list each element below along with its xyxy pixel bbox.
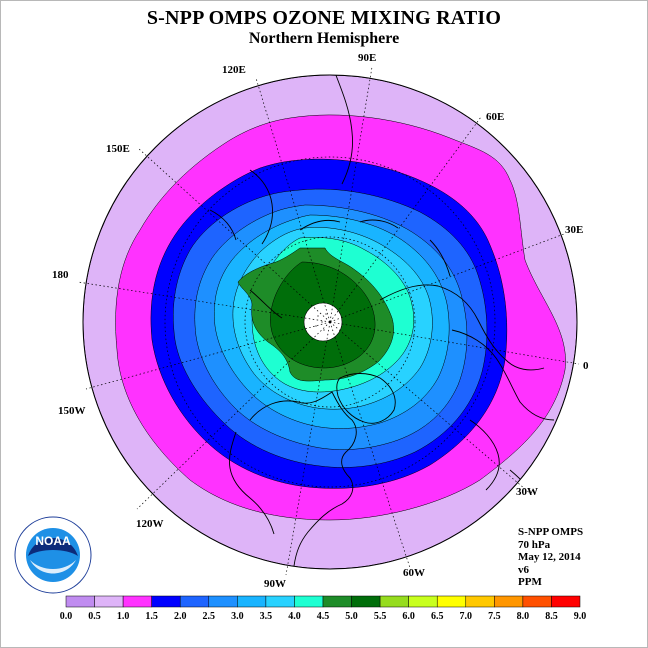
info-date: May 12, 2014	[518, 551, 581, 563]
lon-label-30w: 30W	[516, 486, 538, 498]
colorbar-tick-label: 2.5	[203, 611, 216, 622]
lon-label-30e: 30E	[565, 224, 583, 236]
lon-label-90e: 90E	[358, 52, 376, 64]
colorbar: 0.0 0.5 1.0 1.5 2.0 2.5 3.0 3.5 4.0 4.5 5.0 5.5 6.0 6…	[60, 595, 587, 622]
coastlines	[209, 75, 555, 567]
noaa-logo-text: NOAA	[35, 534, 71, 548]
colorbar-swatch	[379, 595, 409, 608]
lon-label-150e: 150E	[106, 143, 130, 155]
info-instrument: S-NPP OMPS	[518, 526, 584, 538]
north-america-coast	[229, 391, 357, 567]
colorbar-swatch	[494, 595, 524, 608]
colorbar-swatch	[65, 595, 95, 608]
polar-data-hole	[303, 302, 343, 342]
info-version: v6	[518, 563, 529, 576]
colorbar-tick-label: 7.0	[460, 611, 473, 622]
lon-label-0: 0	[583, 360, 589, 372]
lon-label-120w: 120W	[136, 518, 164, 530]
lon-label-180: 180	[52, 269, 69, 281]
colorbar-swatch	[122, 595, 152, 608]
lon-label-90w: 90W	[264, 578, 286, 590]
colorbar-tick-label: 6.0	[402, 611, 415, 622]
colorbar-swatch	[208, 595, 238, 608]
colorbar-swatch	[436, 595, 467, 608]
map-subtitle: Northern Hemisphere	[248, 30, 400, 47]
colorbar-swatch	[351, 595, 381, 608]
colorbar-tick-label: 2.0	[174, 611, 187, 622]
colorbar-tick-label: 4.0	[288, 611, 301, 622]
lon-label-150w: 150W	[58, 405, 86, 417]
colorbar-tick-label: 5.5	[374, 611, 387, 622]
colorbar-swatch	[151, 595, 181, 608]
graticule	[77, 66, 580, 576]
colorbar-tick-label: 7.5	[488, 611, 501, 622]
noaa-logo: NOAA	[14, 516, 92, 594]
colorbar-tick-label: 6.5	[431, 611, 444, 622]
colorbar-swatch	[465, 595, 495, 608]
colorbar-tick-label: 8.0	[517, 611, 530, 622]
colorbar-tick-label: 3.5	[260, 611, 273, 622]
colorbar-swatch	[408, 595, 438, 608]
greenland-coast	[336, 373, 396, 424]
colorbar-swatch	[265, 595, 295, 608]
colorbar-swatch	[94, 595, 124, 608]
eurasia-coast	[249, 219, 555, 421]
lon-label-60w: 60W	[403, 567, 425, 579]
longitude-labels: 90E 60E 30E 0 30W 60W 90W 120W 150W 180 …	[52, 52, 589, 590]
colorbar-swatch	[551, 595, 581, 608]
colorbar-swatch	[237, 595, 267, 608]
colorbar-swatch	[179, 595, 210, 608]
lon-label-120e: 120E	[222, 64, 246, 76]
asia-east-coast	[209, 75, 353, 245]
info-level: 70 hPa	[518, 538, 551, 551]
colorbar-tick-label: 1.5	[145, 611, 158, 622]
map-boundary	[82, 74, 578, 570]
colorbar-swatch	[294, 595, 324, 608]
map-title: S-NPP OMPS OZONE MIXING RATIO	[146, 7, 502, 29]
colorbar-tick-label: 1.0	[117, 611, 130, 622]
colorbar-tick-label: 5.0	[345, 611, 358, 622]
info-block: S-NPP OMPS 70 hPa May 12, 2014 v6 PPM	[518, 526, 583, 589]
colorbar-tick-label: 0.0	[60, 611, 73, 622]
info-units: PPM	[518, 576, 542, 588]
colorbar-tick-label: 8.5	[545, 611, 558, 622]
colorbar-swatch	[522, 595, 552, 608]
lon-label-60e: 60E	[486, 111, 504, 123]
colorbar-tick-label: 4.5	[317, 611, 330, 622]
colorbar-tick-label: 0.5	[88, 611, 101, 622]
colorbar-tick-label: 9.0	[574, 611, 587, 622]
colorbar-tick-label: 3.0	[231, 611, 244, 622]
colorbar-swatch	[322, 595, 352, 608]
